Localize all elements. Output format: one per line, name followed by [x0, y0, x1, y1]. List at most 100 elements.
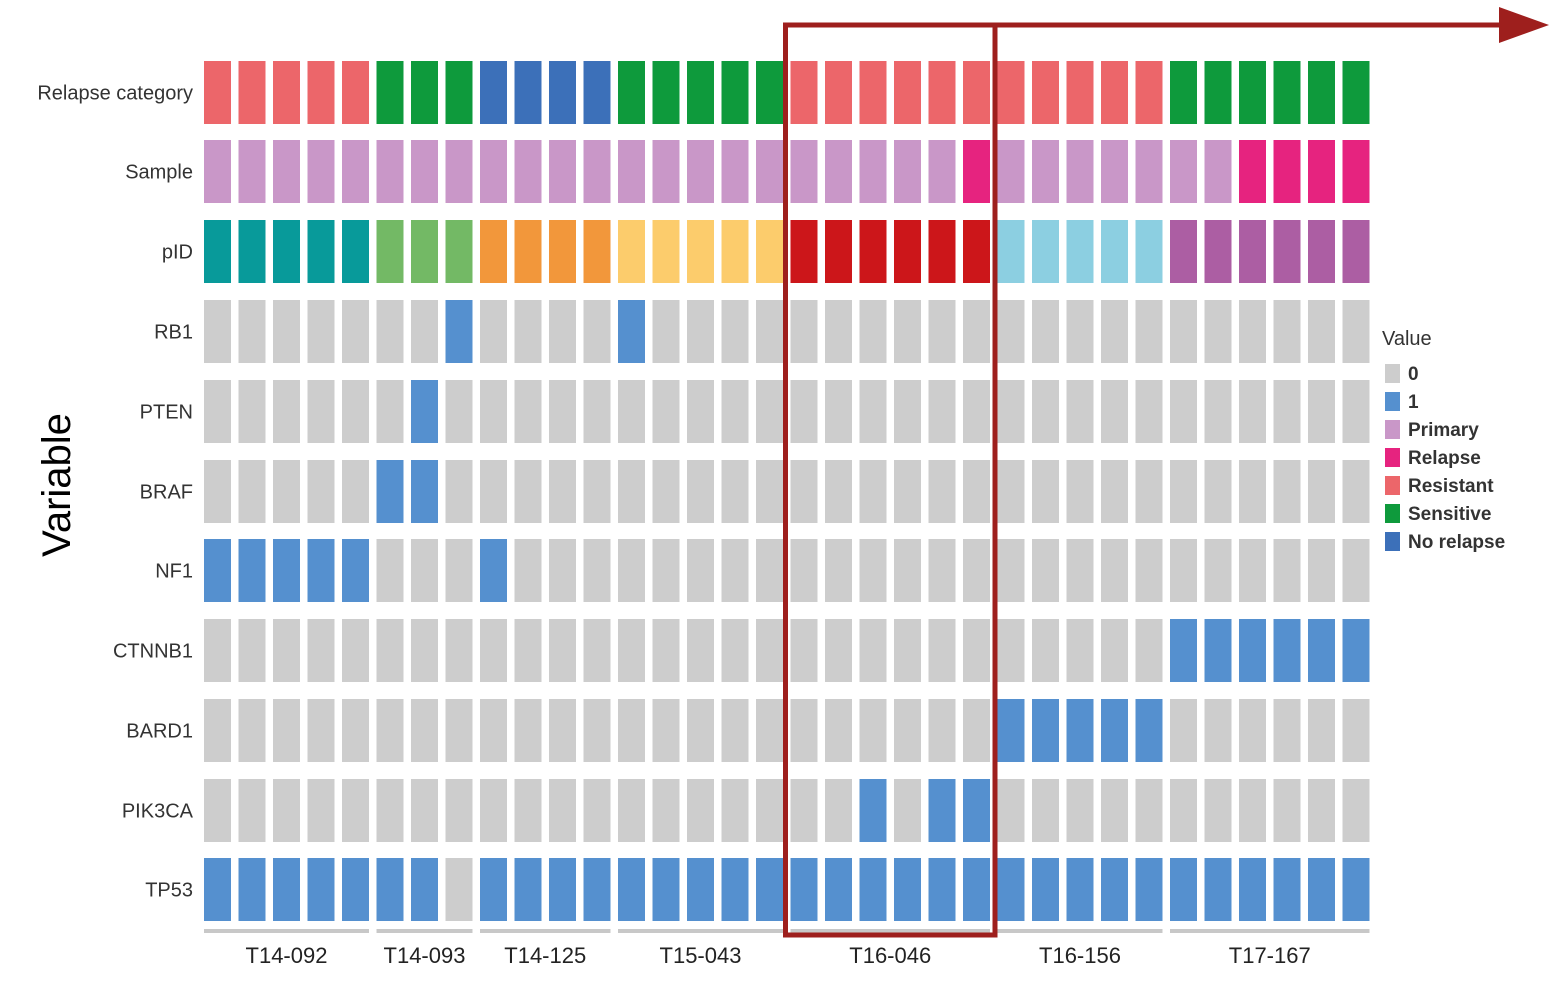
- heatmap-cell: [1066, 300, 1094, 363]
- heatmap-cell: [928, 61, 956, 124]
- heatmap-cell: [514, 61, 542, 124]
- heatmap-cell: [376, 220, 404, 283]
- heatmap-cell: [1239, 539, 1266, 602]
- heatmap-cell: [411, 619, 438, 682]
- heatmap-cell: [1239, 140, 1266, 203]
- heatmap-cell: [480, 779, 507, 842]
- heatmap-cell: [204, 220, 231, 283]
- heatmap-cell: [1204, 619, 1232, 682]
- heatmap-cell: [1342, 380, 1370, 443]
- heatmap-cell: [1101, 61, 1128, 124]
- heatmap-cell: [204, 779, 231, 842]
- heatmap-cell: [480, 220, 507, 283]
- heatmap-cell: [238, 539, 266, 602]
- heatmap-cell: [963, 539, 990, 602]
- heatmap-cell: [1170, 220, 1197, 283]
- heatmap-cell: [825, 61, 852, 124]
- row-label: Sample: [125, 162, 193, 184]
- heatmap-cell: [1135, 699, 1163, 762]
- heatmap-cell: [342, 380, 369, 443]
- heatmap-cell: [721, 220, 749, 283]
- heatmap-cell: [1342, 300, 1370, 363]
- heatmap-cell: [1239, 699, 1266, 762]
- heatmap-cell: [549, 699, 576, 762]
- heatmap-cell: [687, 539, 714, 602]
- heatmap-cell: [307, 858, 335, 921]
- heatmap-cell: [273, 699, 300, 762]
- patient-group-bar: [204, 929, 369, 933]
- heatmap-cell: [825, 460, 852, 523]
- heatmap-cell: [618, 380, 645, 443]
- heatmap-cell: [342, 699, 369, 762]
- heatmap-cell: [549, 858, 576, 921]
- heatmap-cell: [583, 779, 611, 842]
- heatmap-cell: [1032, 539, 1059, 602]
- heatmap-cell: [963, 300, 990, 363]
- heatmap-cell: [1273, 779, 1301, 842]
- heatmap-cell: [1342, 779, 1370, 842]
- heatmap-cell: [411, 61, 438, 124]
- heatmap-cell: [859, 539, 887, 602]
- heatmap-cell: [445, 699, 473, 762]
- heatmap-cell: [721, 140, 749, 203]
- heatmap-cell: [376, 699, 404, 762]
- heatmap-cell: [1170, 300, 1197, 363]
- heatmap-cell: [825, 699, 852, 762]
- heatmap-cell: [411, 220, 438, 283]
- heatmap-cell: [307, 300, 335, 363]
- heatmap-cell: [1204, 61, 1232, 124]
- heatmap-cell: [1308, 858, 1335, 921]
- heatmap-cell: [480, 140, 507, 203]
- heatmap-cell: [1308, 699, 1335, 762]
- legend-swatch: [1385, 420, 1400, 439]
- heatmap-cell: [549, 779, 576, 842]
- heatmap-cell: [1135, 779, 1163, 842]
- heatmap-cell: [1032, 619, 1059, 682]
- legend-label: 0: [1408, 364, 1419, 385]
- heatmap-cell: [1204, 699, 1232, 762]
- heatmap-cell: [790, 460, 818, 523]
- heatmap-cell: [445, 539, 473, 602]
- heatmap-cell: [1101, 140, 1128, 203]
- heatmap-cell: [825, 380, 852, 443]
- heatmap-cell: [687, 61, 714, 124]
- heatmap-cell: [238, 140, 266, 203]
- heatmap-cell: [273, 220, 300, 283]
- patient-group-bar: [1170, 929, 1370, 933]
- heatmap-cell: [652, 539, 680, 602]
- heatmap-cell: [1239, 619, 1266, 682]
- heatmap-cell: [204, 140, 231, 203]
- heatmap-cell: [480, 300, 507, 363]
- heatmap-cell: [652, 779, 680, 842]
- heatmap-cell: [963, 220, 990, 283]
- heatmap-cell: [1239, 300, 1266, 363]
- heatmap-cell: [238, 61, 266, 124]
- heatmap-cell: [997, 619, 1025, 682]
- legend-swatch: [1385, 392, 1400, 411]
- heatmap-cell: [411, 460, 438, 523]
- heatmap-cell: [1204, 858, 1232, 921]
- heatmap-cell: [756, 858, 783, 921]
- heatmap-cell: [583, 61, 611, 124]
- heatmap-cell: [859, 779, 887, 842]
- heatmap-cell: [928, 539, 956, 602]
- heatmap-cell: [1342, 61, 1370, 124]
- heatmap-cell: [721, 858, 749, 921]
- heatmap-cell: [928, 380, 956, 443]
- heatmap-cell: [1066, 858, 1094, 921]
- heatmap-cell: [480, 460, 507, 523]
- heatmap-cell: [894, 220, 921, 283]
- heatmap-cell: [1066, 380, 1094, 443]
- heatmap-cell: [1239, 380, 1266, 443]
- heatmap-cell: [859, 699, 887, 762]
- heatmap-cell: [1101, 779, 1128, 842]
- heatmap-cell: [1135, 460, 1163, 523]
- heatmap-cell: [1239, 61, 1266, 124]
- heatmap-cell: [1204, 140, 1232, 203]
- heatmap-cell: [859, 619, 887, 682]
- patient-group-bar: [376, 929, 473, 933]
- heatmap-cell: [1273, 61, 1301, 124]
- heatmap-cell: [583, 539, 611, 602]
- heatmap-cell: [549, 220, 576, 283]
